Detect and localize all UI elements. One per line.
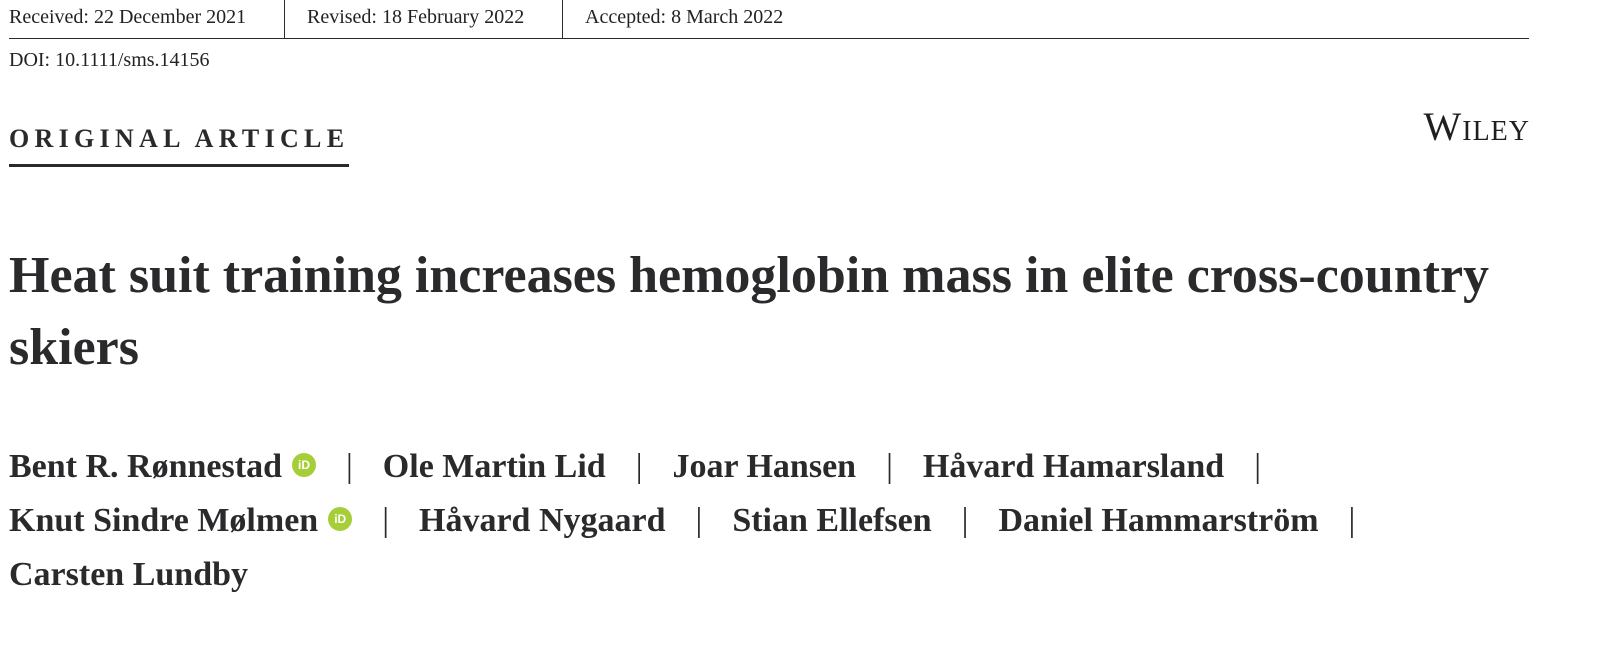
author-name[interactable]: Bent R. Rønnestad <box>9 448 282 485</box>
author-name[interactable]: Ole Martin Lid <box>382 448 606 485</box>
wiley-logo: Wiley <box>1423 104 1530 149</box>
author-name[interactable]: Håvard Nygaard <box>419 502 666 539</box>
author-name[interactable]: Stian Ellefsen <box>732 502 932 539</box>
author-name[interactable]: Daniel Hammarström <box>998 502 1319 539</box>
accepted-date: Accepted: 8 March 2022 <box>585 6 784 28</box>
article-type-label: ORIGINAL ARTICLE <box>9 124 350 167</box>
author-separator: | <box>1348 502 1356 539</box>
author-separator: | <box>345 448 353 485</box>
author-name[interactable]: Carsten Lundby <box>9 556 249 593</box>
author-separator: | <box>695 502 703 539</box>
author-name[interactable]: Håvard Hamarsland <box>922 448 1225 485</box>
author-separator: | <box>1254 448 1262 485</box>
article-title: Heat suit training increases hemoglobin … <box>9 247 1490 376</box>
orcid-icon[interactable]: iD <box>328 507 353 531</box>
doi-link[interactable]: DOI: 10.1111/sms.14156 <box>9 49 210 71</box>
author-name[interactable]: Knut Sindre Mølmen <box>9 502 319 539</box>
publication-dates-bar: Received: 22 December 2021 Revised: 18 F… <box>9 0 1529 39</box>
orcid-icon[interactable]: iD <box>291 453 316 477</box>
author-name[interactable]: Joar Hansen <box>672 448 857 485</box>
revised-date: Revised: 18 February 2022 <box>285 0 563 38</box>
author-list: Bent R. Rønnestad iD | Ole Martin Lid | … <box>9 440 1569 602</box>
author-separator: | <box>886 448 893 485</box>
received-date: Received: 22 December 2021 <box>9 0 285 38</box>
author-line-1: Bent R. Rønnestad iD | Ole Martin Lid | … <box>9 440 1569 494</box>
author-line-3: Carsten Lundby <box>9 548 1569 602</box>
author-separator: | <box>382 502 389 539</box>
author-separator: | <box>635 448 643 485</box>
author-line-2: Knut Sindre Mølmen iD | Håvard Nygaard |… <box>9 494 1569 548</box>
author-separator: | <box>961 502 969 539</box>
